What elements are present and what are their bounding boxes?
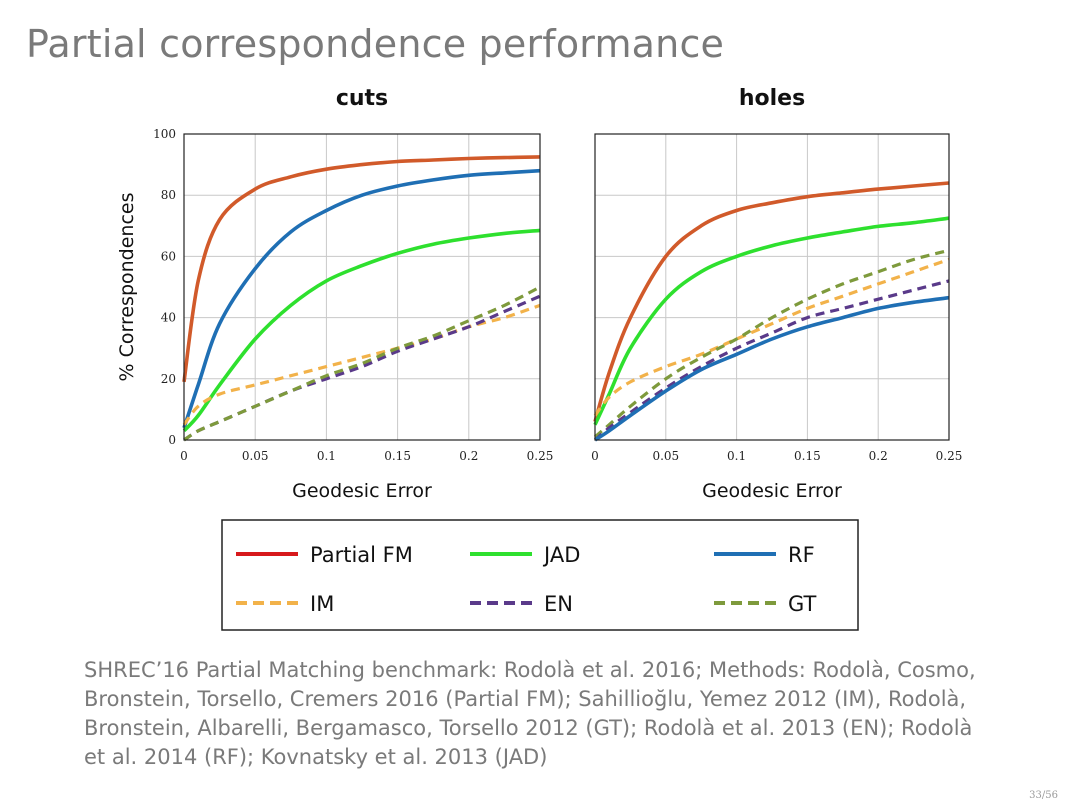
x-tick-label: 0.25: [527, 449, 554, 463]
series-line-en: [593, 279, 950, 442]
series-line-jad: [182, 228, 541, 433]
legend-label-partial-fm: Partial FM: [310, 543, 413, 567]
x-tick-label: 0.15: [384, 449, 411, 463]
y-axis-label: % Correspondences: [116, 193, 138, 382]
series-line-im: [593, 257, 950, 417]
chart-cuts: 0 0.05 0.1 0.15 0.2 0.25 0 20 40 60 80 100 cuts Geode…: [116, 86, 553, 502]
series-line-gt: [183, 285, 541, 442]
x-tick-label: 0: [180, 449, 188, 463]
x-tick-label: 0.15: [794, 449, 821, 463]
page-number: 33/56: [1029, 790, 1058, 801]
x-tick-label: 0.2: [459, 449, 478, 463]
plot-area: [184, 134, 540, 440]
legend-label-jad: JAD: [542, 543, 580, 567]
x-tick-label: 0.05: [652, 449, 679, 463]
x-tick-label: 0.1: [317, 449, 336, 463]
x-tick-label: 0.1: [727, 449, 746, 463]
slide-caption: SHREC’16 Partial Matching benchmark: Rod…: [84, 658, 976, 769]
y-tick-label: 0: [168, 433, 176, 447]
y-tick-label: 40: [161, 311, 176, 325]
y-tick-label: 20: [161, 372, 176, 386]
series-line-jad: [593, 216, 950, 426]
x-tick-label: 0: [591, 449, 599, 463]
legend-label-im: IM: [310, 592, 334, 616]
series-line-gt: [593, 248, 950, 439]
series-line-im: [182, 303, 541, 426]
y-tick-label: 100: [153, 127, 176, 141]
x-tick-label: 0.2: [869, 449, 888, 463]
chart-holes: 0 0.05 0.1 0.15 0.2 0.25 holes Geodesic Error: [591, 86, 962, 502]
chart-title: holes: [739, 86, 805, 111]
legend-label-rf: RF: [788, 543, 815, 567]
series-line-partial-fm: [593, 181, 950, 423]
legend-box: [221, 519, 859, 631]
legend: Partial FM JAD RF IM EN GT: [221, 519, 859, 631]
x-tick-label: 0.05: [242, 449, 269, 463]
slide-title: Partial correspondence performance: [26, 22, 725, 66]
plot-frame: [183, 133, 541, 441]
legend-label-en: EN: [544, 592, 573, 616]
chart-title: cuts: [336, 86, 388, 111]
series-line-partial-fm: [182, 155, 541, 383]
plot-frame: [594, 133, 950, 441]
series-line-rf: [182, 168, 541, 429]
x-axis-label: Geodesic Error: [292, 480, 432, 502]
x-axis-label: Geodesic Error: [702, 480, 842, 502]
x-tick-label: 0.25: [936, 449, 963, 463]
series-line-rf: [594, 295, 950, 442]
y-tick-label: 60: [161, 249, 176, 263]
legend-label-gt: GT: [788, 592, 817, 616]
y-tick-label: 80: [161, 188, 176, 202]
